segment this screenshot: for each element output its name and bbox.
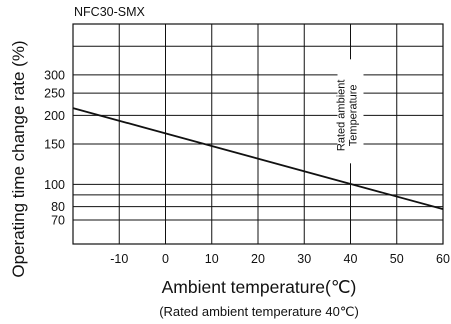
- model-label: NFC30-SMX: [74, 5, 146, 19]
- annotation-line: Temperature: [348, 84, 360, 146]
- gridlines: [73, 24, 443, 244]
- plot-frame: [72, 23, 444, 245]
- x-axis-label: Ambient temperature(℃): [162, 277, 357, 297]
- x-tick-label: 50: [390, 252, 404, 266]
- y-axis-label: Operating time change rate (%): [9, 40, 28, 277]
- y-tick-label: 150: [44, 138, 65, 152]
- x-tick-label: 20: [251, 252, 265, 266]
- x-tick-labels: -10 0 10 20 30 40 50 60: [110, 252, 450, 266]
- y-tick-label: 200: [44, 109, 65, 123]
- annotation-line: Rated ambient: [336, 80, 348, 152]
- y-tick-label: 300: [44, 68, 65, 82]
- annotation-background: [337, 59, 364, 164]
- y-tick-label: 100: [44, 178, 65, 192]
- series-line: [72, 107, 444, 211]
- y-tick-label: 70: [51, 213, 65, 227]
- x-tick-label: 10: [205, 252, 219, 266]
- x-tick-label: -10: [110, 252, 128, 266]
- series-group: [72, 107, 444, 211]
- y-tick-label: 80: [51, 200, 65, 214]
- x-axis-sublabel: (Rated ambient temperature 40℃): [159, 304, 359, 319]
- y-tick-label: 250: [44, 87, 65, 101]
- x-tick-label: 40: [344, 252, 358, 266]
- annotation: Rated ambient Temperature: [336, 59, 364, 164]
- x-tick-label: 60: [436, 252, 450, 266]
- x-tick-label: 0: [162, 252, 169, 266]
- x-tick-label: 30: [297, 252, 311, 266]
